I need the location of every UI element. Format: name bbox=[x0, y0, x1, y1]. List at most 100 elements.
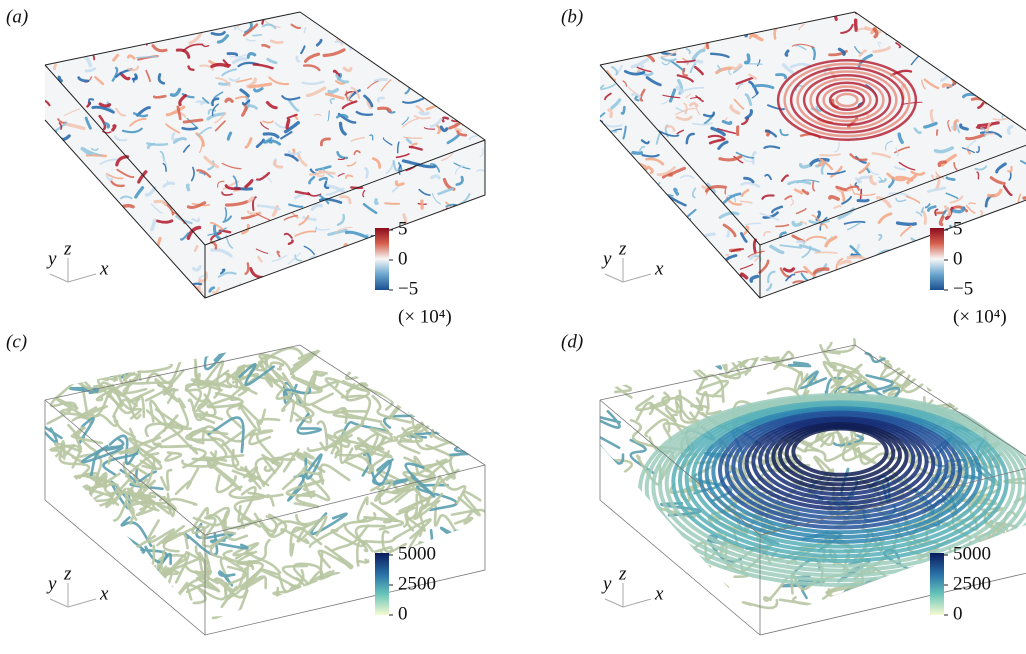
vorticity-streak bbox=[96, 44, 100, 53]
vortex-tube bbox=[847, 588, 878, 606]
vorticity-streak bbox=[896, 276, 901, 286]
vorticity-streak bbox=[983, 219, 995, 227]
axis-label: x bbox=[99, 258, 109, 279]
vorticity-streak bbox=[93, 189, 98, 192]
vorticity-streak bbox=[451, 218, 458, 220]
vorticity-streak bbox=[312, 284, 315, 289]
vorticity-streak bbox=[420, 113, 428, 114]
vorticity-streak bbox=[117, 260, 123, 264]
vorticity-streak bbox=[650, 210, 667, 216]
vorticity-streak bbox=[811, 282, 813, 287]
vorticity-streak bbox=[325, 259, 333, 262]
vorticity-streak bbox=[53, 183, 56, 189]
vortex-tube bbox=[714, 593, 736, 610]
vorticity-streak bbox=[473, 109, 492, 116]
vorticity-streak bbox=[652, 279, 656, 285]
vortex-tube bbox=[631, 578, 652, 609]
vorticity-streak bbox=[381, 46, 387, 53]
vorticity-streak bbox=[1002, 229, 1004, 234]
vorticity-streak bbox=[296, 294, 314, 299]
vorticity-streak bbox=[691, 267, 709, 273]
vorticity-streak bbox=[633, 261, 639, 266]
panel-label: (b) bbox=[561, 6, 583, 27]
vorticity-streak bbox=[616, 21, 620, 26]
vortex-tube bbox=[119, 554, 146, 575]
vorticity-streak bbox=[881, 254, 895, 263]
vorticity-streak bbox=[718, 265, 720, 273]
vortex-tube bbox=[421, 369, 436, 397]
vortex-tube bbox=[38, 424, 61, 442]
vorticity-streak bbox=[592, 201, 598, 205]
vorticity-streak bbox=[959, 65, 971, 69]
vorticity-streak bbox=[382, 45, 386, 57]
vortex-tube bbox=[888, 596, 917, 610]
vorticity-streak bbox=[249, 198, 253, 201]
vorticity-streak bbox=[895, 32, 912, 34]
vorticity-streak bbox=[981, 279, 987, 282]
vortex-tube bbox=[893, 344, 926, 353]
vortex-tube bbox=[127, 504, 136, 524]
vortex-tube bbox=[264, 596, 287, 617]
vorticity-streak bbox=[365, 257, 372, 263]
axis-label: y bbox=[601, 573, 612, 594]
vorticity-streak bbox=[376, 200, 377, 204]
vorticity-streak bbox=[76, 27, 84, 29]
vortex-tube bbox=[944, 372, 971, 381]
vorticity-streak bbox=[619, 48, 626, 55]
vorticity-streak bbox=[409, 261, 412, 268]
vorticity-streak bbox=[112, 274, 116, 279]
vorticity-streak bbox=[1017, 289, 1022, 291]
vorticity-streak bbox=[109, 27, 118, 29]
colorbar bbox=[375, 553, 389, 615]
vorticity-streak bbox=[624, 50, 630, 59]
vortex-tube bbox=[426, 341, 457, 363]
vortex-tube bbox=[651, 560, 673, 583]
vorticity-streak bbox=[54, 229, 65, 237]
vorticity-streak bbox=[1015, 227, 1021, 231]
vorticity-streak bbox=[437, 259, 458, 260]
axis-label: y bbox=[46, 573, 57, 594]
vorticity-streak bbox=[937, 20, 953, 26]
vorticity-streak bbox=[435, 83, 447, 91]
vorticity-streak bbox=[1010, 296, 1012, 302]
vorticity-streak bbox=[968, 18, 976, 22]
vorticity-streak bbox=[596, 180, 603, 183]
vorticity-streak bbox=[615, 204, 624, 205]
vortex-tube bbox=[864, 585, 894, 616]
vorticity-streak bbox=[979, 55, 983, 63]
vorticity-streak bbox=[85, 222, 91, 223]
vorticity-streak bbox=[754, 240, 755, 252]
vorticity-streak bbox=[603, 169, 609, 174]
vorticity-streak bbox=[979, 256, 994, 262]
vorticity-streak bbox=[158, 238, 160, 245]
vorticity-streak bbox=[969, 56, 975, 58]
vortex-tube bbox=[709, 587, 739, 619]
vorticity-streak bbox=[432, 219, 433, 225]
vorticity-streak bbox=[709, 35, 713, 39]
vorticity-streak bbox=[475, 25, 478, 33]
vortex-tube bbox=[959, 347, 982, 382]
vortex-tube bbox=[441, 528, 470, 551]
axis-arrow bbox=[50, 274, 68, 282]
vorticity-streak bbox=[615, 172, 632, 179]
vorticity-streak bbox=[975, 89, 986, 96]
vorticity-streak bbox=[970, 258, 983, 263]
vorticity-streak bbox=[1019, 66, 1026, 77]
vortex-tube bbox=[91, 533, 109, 567]
vortex-tube bbox=[100, 540, 115, 561]
vortex-tube bbox=[227, 405, 241, 427]
vorticity-streak bbox=[974, 74, 985, 81]
vorticity-streak bbox=[403, 32, 405, 38]
vortex-tube bbox=[927, 369, 943, 390]
vorticity-streak bbox=[42, 233, 54, 236]
vorticity-streak bbox=[44, 231, 50, 238]
vorticity-streak bbox=[61, 163, 65, 174]
vorticity-streak bbox=[95, 44, 109, 51]
colorbar-tick-label: 5 bbox=[953, 218, 963, 239]
vortex-tube bbox=[991, 366, 1013, 391]
vortex-tube bbox=[982, 409, 1001, 429]
vortex-tube bbox=[934, 366, 969, 386]
vorticity-streak bbox=[692, 266, 699, 278]
vorticity-streak bbox=[986, 85, 989, 94]
vorticity-streak bbox=[874, 295, 885, 299]
